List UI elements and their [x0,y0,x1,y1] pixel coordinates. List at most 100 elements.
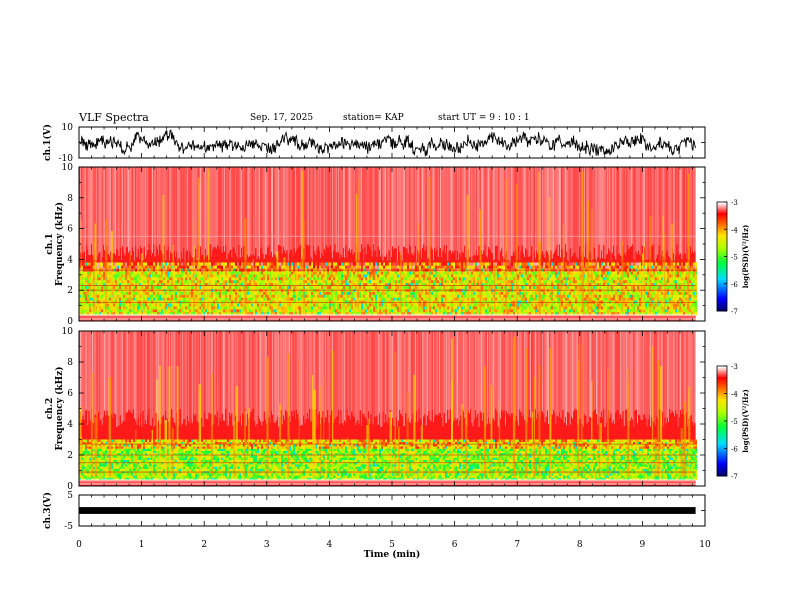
ch1-spectrogram-low-band-cell [333,309,335,313]
ch1-spectrogram-low-band-cell [83,300,85,304]
ch1-spectrogram-low-band-cell [103,285,105,289]
ch1-spectrogram-low-band-cell [299,309,301,313]
ch1-spectrogram-low-band-cell [125,271,127,275]
ch1-spectrogram-low-band-cell [561,285,563,289]
ch1-spectrogram-low-band-cell [377,262,379,266]
ch1-spectrogram-low-band-cell [553,294,555,298]
ch1-spectrogram-low-band-cell [375,311,377,316]
ch1-spectrogram-low-band-cell [197,294,199,298]
ch1-spectrogram-low-band-cell [463,311,465,316]
ch1-spectrogram-low-band-cell [571,277,573,281]
ch1-spectrogram-low-band-cell [211,311,213,316]
ch1-spectrogram-low-band-cell [363,294,365,298]
ch1-spectrogram-noise-column [278,167,279,245]
ch1-spectrogram-low-band-cell [221,311,223,316]
ch1-spectrogram-noise-column [107,167,109,255]
ch1-spectrogram-low-band-cell [281,262,283,266]
ch1-spectrogram-noise-column [668,167,669,256]
ch1-spectrogram-low-band-cell [457,291,459,295]
ch1-spectrogram-low-band-cell [373,279,375,284]
ch1-spectrogram-low-band-cell [503,279,505,284]
ch1-spectrogram-low-band-cell [195,265,197,269]
ch1-spectrogram-low-band-cell [333,279,335,284]
ch1-spectrogram-low-band-cell [433,271,435,275]
ch1-spectrogram-low-band-cell [223,311,225,316]
ch1-spectrogram-low-band-cell [189,309,191,313]
ch1-spectrogram-low-band-cell [101,274,103,278]
ch1-spectrogram-low-band-cell [309,285,311,289]
ch1-spectrogram-low-band-cell [517,262,519,266]
ch1-spectrogram-low-band-cell [221,262,223,266]
ch1-spectrogram-low-band-cell [335,311,337,316]
ch1-spectrogram-low-band-cell [329,277,331,281]
ch1-spectrogram-low-band-cell [121,262,123,266]
ch1-spectrogram-low-band-cell [199,265,201,269]
ch1-spectrogram-low-band-cell [401,271,403,275]
ch1-spectrogram-noise-column [203,167,205,259]
ch1-spectrogram-low-band-cell [213,303,215,307]
ch1-spectrogram-low-band-cell [441,303,443,307]
ch1-spectrogram-low-band-cell [221,279,223,284]
ch1-spectrogram-low-band-cell [425,271,427,275]
ch1-spectrogram-low-band-cell [483,285,485,289]
ch1-spectrogram-low-band-cell [521,303,523,307]
ch1-spectrogram-low-band-cell [409,265,411,269]
ch1-spectrogram-low-band-cell [121,306,123,310]
ch1-spectrogram-noise-column [92,167,93,255]
ch1-spectrogram-low-band-cell [171,271,173,275]
ch1-spectrogram-low-band-cell [485,282,487,287]
ch1-spectrogram-noise-column [202,167,204,255]
ch1-spectrogram-low-band-cell [135,262,137,266]
ch1-spectrogram-low-band-cell [387,294,389,298]
ch1-spectrogram-low-band-cell [311,291,313,295]
ch1-spectrogram-low-band-cell [151,311,153,316]
ch1-spectrogram-low-band-cell [447,297,449,301]
ch1-spectrogram-low-band-cell [509,303,511,307]
ch1-spectrogram-low-band-cell [427,265,429,269]
ch1-spectrogram-low-band-cell [363,297,365,301]
ch1-spectrogram-low-band-cell [103,274,105,278]
ch1-spectrogram-low-band-cell [263,285,265,289]
ch1-spectrogram-low-band-cell [307,277,309,281]
ch1-spectrogram-low-band-cell [455,300,457,304]
ch1-spectrogram-low-band-cell [89,282,91,287]
ch1-spectrogram-low-band-cell [279,309,281,313]
ch1-spectrogram-low-band-cell [363,262,365,266]
ch1-spectrogram-low-band-cell [97,271,99,275]
ch1-spectrogram-low-band-cell [421,297,423,301]
ch1-spectrogram-low-band-cell [369,311,371,316]
ch1-spectrogram-low-band-cell [285,291,287,295]
ch1-spectrogram-low-band-cell [387,303,389,307]
ch1-spectrogram-low-band-cell [311,282,313,287]
ch1-spectrogram-low-band-cell [79,291,81,295]
ch1-spectrogram-noise-column [247,167,248,255]
ch1-spectrogram-low-band-cell [573,303,575,307]
ch1-spectrogram-noise-column [152,167,153,254]
ch1-spectrogram-noise-column [685,167,686,254]
ch1-spectrogram-noise-column [99,167,101,252]
ch1-spectrogram-noise-column [334,167,336,245]
ch1-spectrogram-noise-column [611,167,613,254]
ch1-spectrogram-low-band-cell [509,300,511,304]
ch1-spectrogram-low-band-cell [457,285,459,289]
ch1-spectrogram-low-band-cell [435,285,437,289]
ch1-spectrogram-low-band-cell [441,297,443,301]
ch1-spectrogram-noise-column [188,167,189,261]
ch1-spectrogram-noise-column [172,167,174,252]
ch1-spectrogram-low-band-cell [131,303,133,307]
ch1-spectrogram-low-band-cell [199,300,201,304]
ch1-spectrogram-low-band-cell [453,279,455,284]
ch1-spectrogram-low-band-cell [461,294,463,298]
ch1-spectrogram-low-band-cell [129,311,131,316]
ch1-spectrogram-low-band-cell [545,291,547,295]
ch1-spectrogram-low-band-cell [327,297,329,301]
ch1-spectrogram-low-band-cell [167,309,169,313]
ch1-spectrogram-low-band-cell [351,279,353,284]
ch1-spectrogram-low-band-cell [537,282,539,287]
ch1-spectrogram-low-band-cell [359,262,361,266]
ch1-spectrogram-low-band-cell [247,311,249,316]
ch1-spectrogram-low-band-cell [525,311,527,316]
ch1-spectrogram-low-band-cell [309,294,311,298]
ch1-spectrogram-low-band-cell [431,300,433,304]
ch1-spectrogram-low-band-cell [99,271,101,275]
